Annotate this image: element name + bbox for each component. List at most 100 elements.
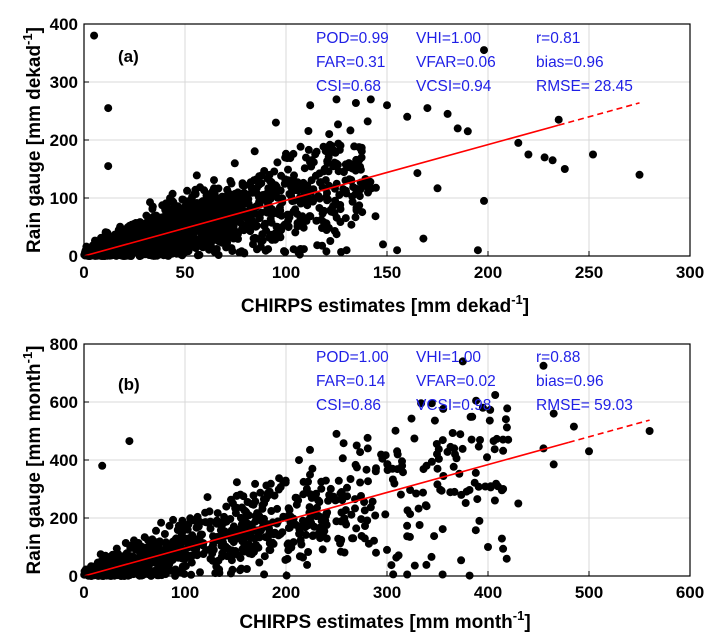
data-point (339, 167, 348, 176)
data-point (240, 542, 249, 551)
y-tick-label: 0 (69, 567, 78, 586)
data-point (226, 190, 235, 199)
data-point (352, 203, 361, 212)
data-point (187, 551, 196, 560)
data-point (146, 220, 155, 229)
data-point (549, 409, 558, 418)
data-point (249, 491, 258, 500)
data-point (233, 188, 242, 197)
data-point (635, 170, 644, 179)
data-point (201, 518, 210, 527)
data-point (415, 521, 424, 529)
data-point (183, 186, 192, 195)
data-point (413, 169, 422, 178)
data-point (212, 245, 221, 253)
data-point (284, 504, 293, 513)
data-point (473, 246, 482, 255)
data-point (351, 504, 359, 513)
data-point (152, 526, 160, 535)
data-point (223, 238, 232, 247)
data-point (351, 213, 360, 222)
data-point (200, 186, 209, 195)
data-point (363, 433, 372, 442)
y-ticks-a: 0 100 200 300 400 (50, 15, 89, 266)
data-point (140, 545, 149, 554)
data-point (156, 556, 164, 564)
data-point (264, 184, 273, 193)
data-point (332, 95, 341, 104)
stat-label: FAR=0.14 (316, 373, 386, 390)
data-point (245, 521, 253, 530)
data-point (468, 412, 477, 421)
data-point (284, 165, 292, 174)
data-point (501, 415, 510, 424)
data-point (235, 199, 244, 208)
data-point (213, 509, 222, 518)
data-point (260, 552, 269, 561)
data-point (198, 235, 207, 244)
data-point (309, 185, 318, 194)
data-point (317, 477, 326, 486)
data-point (356, 448, 365, 457)
data-point (227, 546, 236, 555)
data-point (446, 442, 455, 451)
data-point (211, 569, 220, 578)
data-point (381, 510, 390, 519)
data-point (335, 191, 344, 199)
data-point (379, 240, 387, 249)
panel-label-b: (b) (118, 375, 140, 394)
data-point (295, 456, 303, 465)
data-point (309, 197, 317, 206)
data-point (336, 218, 345, 226)
y-tick-label: 600 (50, 393, 78, 412)
data-point (539, 361, 548, 370)
data-point (569, 422, 578, 431)
data-point (186, 514, 195, 523)
data-point (106, 233, 115, 242)
data-point (490, 445, 499, 454)
data-point (391, 426, 400, 435)
data-point (325, 490, 334, 499)
data-point (364, 477, 372, 486)
scatter-panel-b: 0 100 200 300 400 500 600 0 200 400 600 800 (b) PO… (20, 335, 704, 633)
data-point (295, 552, 304, 561)
data-point (554, 115, 563, 124)
data-point (213, 516, 221, 525)
data-point (298, 516, 307, 525)
data-point (499, 485, 508, 493)
data-point (179, 196, 188, 204)
data-point (331, 496, 340, 505)
points-b (80, 357, 654, 580)
data-point (273, 158, 282, 167)
data-point (299, 490, 308, 499)
data-point (549, 460, 558, 469)
data-point (304, 127, 313, 135)
data-point (332, 429, 341, 438)
data-point (104, 104, 113, 113)
data-point (323, 189, 331, 197)
data-point (277, 171, 286, 180)
data-point (362, 465, 371, 474)
data-point (443, 109, 452, 118)
data-point (242, 565, 251, 573)
data-point (284, 222, 293, 231)
data-point (199, 210, 208, 219)
data-point (157, 518, 166, 527)
data-point (403, 532, 412, 541)
data-point (182, 203, 191, 212)
data-point (645, 427, 654, 435)
data-point (283, 540, 292, 549)
data-point (383, 101, 391, 110)
data-point (142, 211, 151, 220)
data-point (193, 251, 202, 260)
data-point (95, 558, 104, 567)
data-point (299, 178, 308, 187)
data-point (398, 457, 406, 466)
data-point (456, 430, 465, 439)
data-point (96, 550, 105, 559)
data-point (273, 222, 282, 231)
data-point (127, 220, 136, 229)
data-point (229, 206, 238, 215)
data-point (291, 186, 300, 194)
data-point (490, 496, 499, 505)
